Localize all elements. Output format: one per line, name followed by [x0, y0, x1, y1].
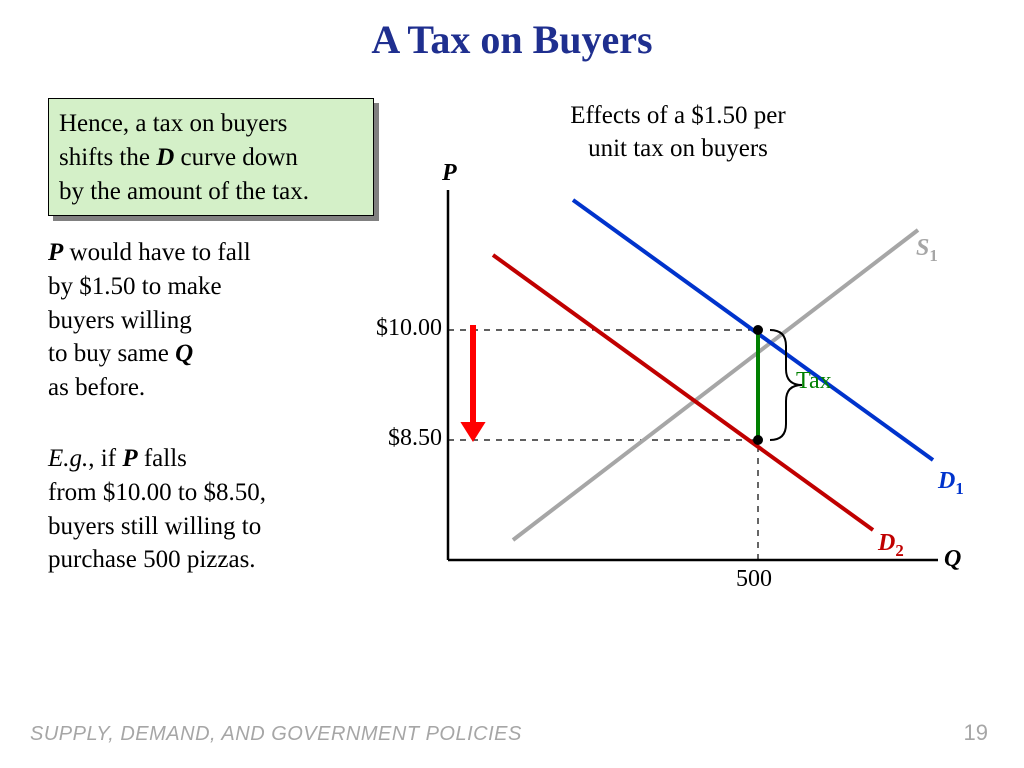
price-low-label: $8.50	[360, 425, 442, 452]
paragraph-1: P would have to fall by $1.50 to make bu…	[48, 236, 348, 405]
curve-label-d1: D1	[938, 468, 964, 499]
curve-label-d2: D2	[878, 530, 904, 561]
paragraph-2: E.g., if P falls from $10.00 to $8.50, b…	[48, 442, 368, 577]
callout-line3: by the amount of the tax.	[59, 175, 363, 209]
footer-chapter: SUPPLY, DEMAND, AND GOVERNMENT POLICIES	[30, 723, 522, 746]
slide-title-text: A Tax on Buyers	[371, 17, 652, 62]
slide-title: A Tax on Buyers	[0, 16, 1024, 63]
axis-label-p: P	[442, 160, 457, 187]
axis-label-q: Q	[944, 546, 961, 573]
price-high-label: $10.00	[360, 315, 442, 342]
callout-box: Hence, a tax on buyers shifts the D curv…	[48, 98, 374, 216]
callout-line1: Hence, a tax on buyers	[59, 107, 363, 141]
callout-line2: shifts the D curve down	[59, 141, 363, 175]
footer-page-number: 19	[964, 720, 988, 746]
supply-demand-chart	[378, 100, 998, 660]
chart-area: Effects of a $1.50 perunit tax on buyers…	[378, 100, 998, 660]
quantity-label: 500	[736, 566, 772, 593]
tax-label: Tax	[796, 368, 832, 395]
curve-label-s1: S1	[916, 235, 938, 266]
